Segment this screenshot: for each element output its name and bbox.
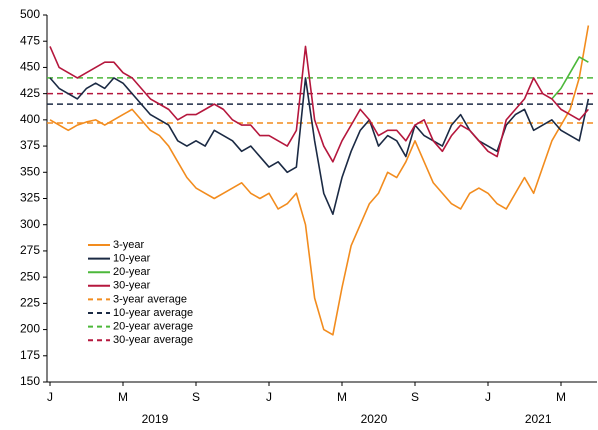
series-line	[49, 25, 590, 336]
y-tick-label: 475	[20, 33, 40, 47]
x-tick-label: M	[337, 390, 347, 404]
x-tick-label: M	[556, 390, 566, 404]
y-tick-label: 325	[20, 191, 40, 205]
y-tick-label: 175	[20, 348, 40, 362]
legend-label: 3-year average	[113, 293, 187, 305]
y-tick-label: 450	[20, 60, 40, 74]
legend-label: 3-year	[113, 239, 145, 251]
y-tick-label: 250	[20, 269, 40, 283]
x-tick-label: S	[192, 390, 200, 404]
year-label: 2020	[361, 412, 388, 426]
y-tick-label: 275	[20, 243, 40, 257]
y-tick-label: 150	[20, 374, 40, 388]
x-tick-label: J	[266, 390, 272, 404]
x-tick-label: S	[411, 390, 419, 404]
y-tick-label: 350	[20, 164, 40, 178]
legend-label: 20-year average	[113, 321, 193, 333]
y-tick-label: 400	[20, 112, 40, 126]
legend-label: 30-year	[113, 280, 151, 292]
year-label: 2019	[142, 412, 169, 426]
year-label: 2021	[525, 412, 552, 426]
y-tick-label: 225	[20, 296, 40, 310]
y-tick-label: 200	[20, 322, 40, 336]
x-tick-label: M	[118, 390, 128, 404]
legend-label: 20-year	[113, 266, 151, 278]
y-tick-label: 500	[20, 7, 40, 21]
x-tick-label: J	[47, 390, 53, 404]
y-tick-label: 375	[20, 138, 40, 152]
series-line	[49, 45, 589, 163]
series-line	[49, 77, 590, 216]
legend-label: 30-year average	[113, 334, 193, 346]
series-line	[551, 56, 589, 100]
legend-label: 10-year	[113, 253, 151, 265]
y-tick-label: 300	[20, 217, 40, 231]
legend-label: 10-year average	[113, 307, 193, 319]
x-tick-label: J	[485, 390, 491, 404]
y-tick-label: 425	[20, 86, 40, 100]
